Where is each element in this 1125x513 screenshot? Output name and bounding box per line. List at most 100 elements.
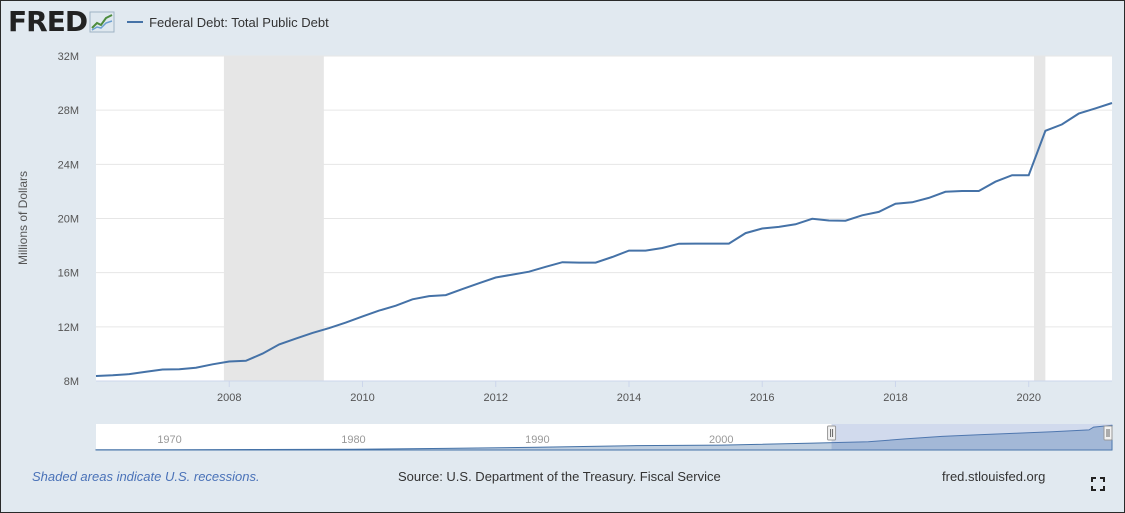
- data-point[interactable]: [576, 260, 582, 266]
- y-axis-title: Millions of Dollars: [16, 171, 30, 265]
- y-tick-label: 32M: [58, 51, 79, 63]
- navigator-handle-grip: [1103, 425, 1113, 441]
- data-point[interactable]: [326, 325, 332, 331]
- data-point[interactable]: [293, 336, 299, 342]
- data-point[interactable]: [892, 201, 898, 207]
- x-tick-label: 2010: [350, 392, 374, 404]
- source-text: Source: U.S. Department of the Treasury.…: [398, 469, 721, 484]
- data-point[interactable]: [1026, 172, 1032, 178]
- data-point[interactable]: [826, 218, 832, 224]
- data-point[interactable]: [959, 188, 965, 194]
- data-point[interactable]: [609, 254, 615, 260]
- navigator-handle-left[interactable]: [827, 425, 837, 441]
- y-tick-label: 16M: [58, 268, 79, 280]
- data-point[interactable]: [93, 373, 99, 379]
- data-point[interactable]: [359, 313, 365, 319]
- data-point[interactable]: [1059, 121, 1065, 127]
- data-point[interactable]: [376, 308, 382, 314]
- navigator-label: 1990: [525, 434, 549, 446]
- data-point[interactable]: [709, 241, 715, 247]
- navigator-handle-right[interactable]: [1103, 425, 1113, 441]
- legend-line-swatch: [127, 21, 144, 23]
- data-point[interactable]: [459, 286, 465, 292]
- data-point[interactable]: [593, 260, 599, 266]
- data-point[interactable]: [1009, 172, 1015, 178]
- data-point[interactable]: [1109, 100, 1115, 106]
- navigator-label: 2000: [709, 434, 733, 446]
- x-tick-label: 2014: [617, 392, 641, 404]
- data-point[interactable]: [643, 248, 649, 254]
- data-point[interactable]: [1092, 105, 1098, 111]
- site-link[interactable]: fred.stlouisfed.org: [942, 469, 1046, 484]
- navigator-label: 1970: [157, 434, 181, 446]
- data-point[interactable]: [143, 369, 149, 375]
- data-point[interactable]: [942, 189, 948, 195]
- legend-label[interactable]: Federal Debt: Total Public Debt: [149, 14, 329, 30]
- data-point[interactable]: [726, 241, 732, 247]
- data-point[interactable]: [809, 216, 815, 222]
- y-tick-label: 8M: [64, 376, 79, 388]
- gridlines: [96, 55, 1112, 328]
- data-point[interactable]: [110, 372, 116, 378]
- y-axis-ticks: 8M 12M 16M 20M 24M 28M 32M: [58, 51, 79, 388]
- x-tick-label: 2018: [883, 392, 907, 404]
- navigator-selected-range[interactable]: [831, 424, 1112, 450]
- recession-note: Shaded areas indicate U.S. recessions.: [32, 469, 260, 484]
- data-point[interactable]: [743, 230, 749, 236]
- data-point[interactable]: [160, 366, 166, 372]
- data-point[interactable]: [393, 303, 399, 309]
- data-point[interactable]: [343, 320, 349, 326]
- data-point[interactable]: [176, 366, 182, 372]
- fred-logo-graph-icon: [89, 11, 115, 33]
- data-point[interactable]: [676, 241, 682, 247]
- y-tick-label: 28M: [58, 105, 79, 117]
- data-point[interactable]: [693, 241, 699, 247]
- navigator-handle-grip: [827, 425, 837, 441]
- series-line-federal-debt[interactable]: [95, 102, 1113, 377]
- data-point[interactable]: [493, 275, 499, 281]
- navigator-series: [95, 424, 1113, 451]
- data-point[interactable]: [876, 209, 882, 215]
- data-point[interactable]: [543, 264, 549, 270]
- data-point[interactable]: [310, 330, 316, 336]
- data-point[interactable]: [409, 296, 415, 302]
- data-point[interactable]: [443, 292, 449, 298]
- data-point[interactable]: [659, 245, 665, 251]
- data-point[interactable]: [759, 226, 765, 232]
- data-point[interactable]: [526, 269, 532, 275]
- data-point[interactable]: [976, 188, 982, 194]
- navigator: 1970 1980 1990 2000: [95, 424, 1113, 451]
- navigator-label: 1980: [341, 434, 365, 446]
- fred-logo[interactable]: FRED: [8, 5, 88, 38]
- x-axis-ticks: 2008 2010 2012 2014 2016 2018 2020: [217, 381, 1041, 404]
- data-point[interactable]: [793, 221, 799, 227]
- data-point[interactable]: [559, 259, 565, 265]
- fullscreen-icon[interactable]: [1090, 476, 1106, 492]
- y-tick-label: 20M: [58, 214, 79, 226]
- x-tick-label: 2020: [1016, 392, 1040, 404]
- data-point[interactable]: [210, 361, 216, 367]
- data-point[interactable]: [1042, 128, 1048, 134]
- x-tick-label: 2008: [217, 392, 241, 404]
- data-point[interactable]: [509, 272, 515, 278]
- data-point[interactable]: [926, 195, 932, 201]
- navigator-labels: 1970 1980 1990 2000: [157, 434, 733, 446]
- data-point[interactable]: [260, 351, 266, 357]
- data-point[interactable]: [626, 248, 632, 254]
- data-point[interactable]: [843, 218, 849, 224]
- x-tick-label: 2012: [483, 392, 507, 404]
- data-point[interactable]: [243, 358, 249, 364]
- data-point[interactable]: [1076, 111, 1082, 117]
- data-point[interactable]: [776, 224, 782, 230]
- data-point[interactable]: [992, 179, 998, 185]
- data-point[interactable]: [126, 371, 132, 377]
- data-point[interactable]: [426, 293, 432, 299]
- data-point[interactable]: [909, 199, 915, 205]
- data-point[interactable]: [226, 359, 232, 365]
- data-point[interactable]: [193, 365, 199, 371]
- data-point[interactable]: [276, 341, 282, 347]
- data-point[interactable]: [476, 280, 482, 286]
- data-point[interactable]: [859, 212, 865, 218]
- header: FRED Federal Debt: Total Public Debt: [8, 6, 329, 38]
